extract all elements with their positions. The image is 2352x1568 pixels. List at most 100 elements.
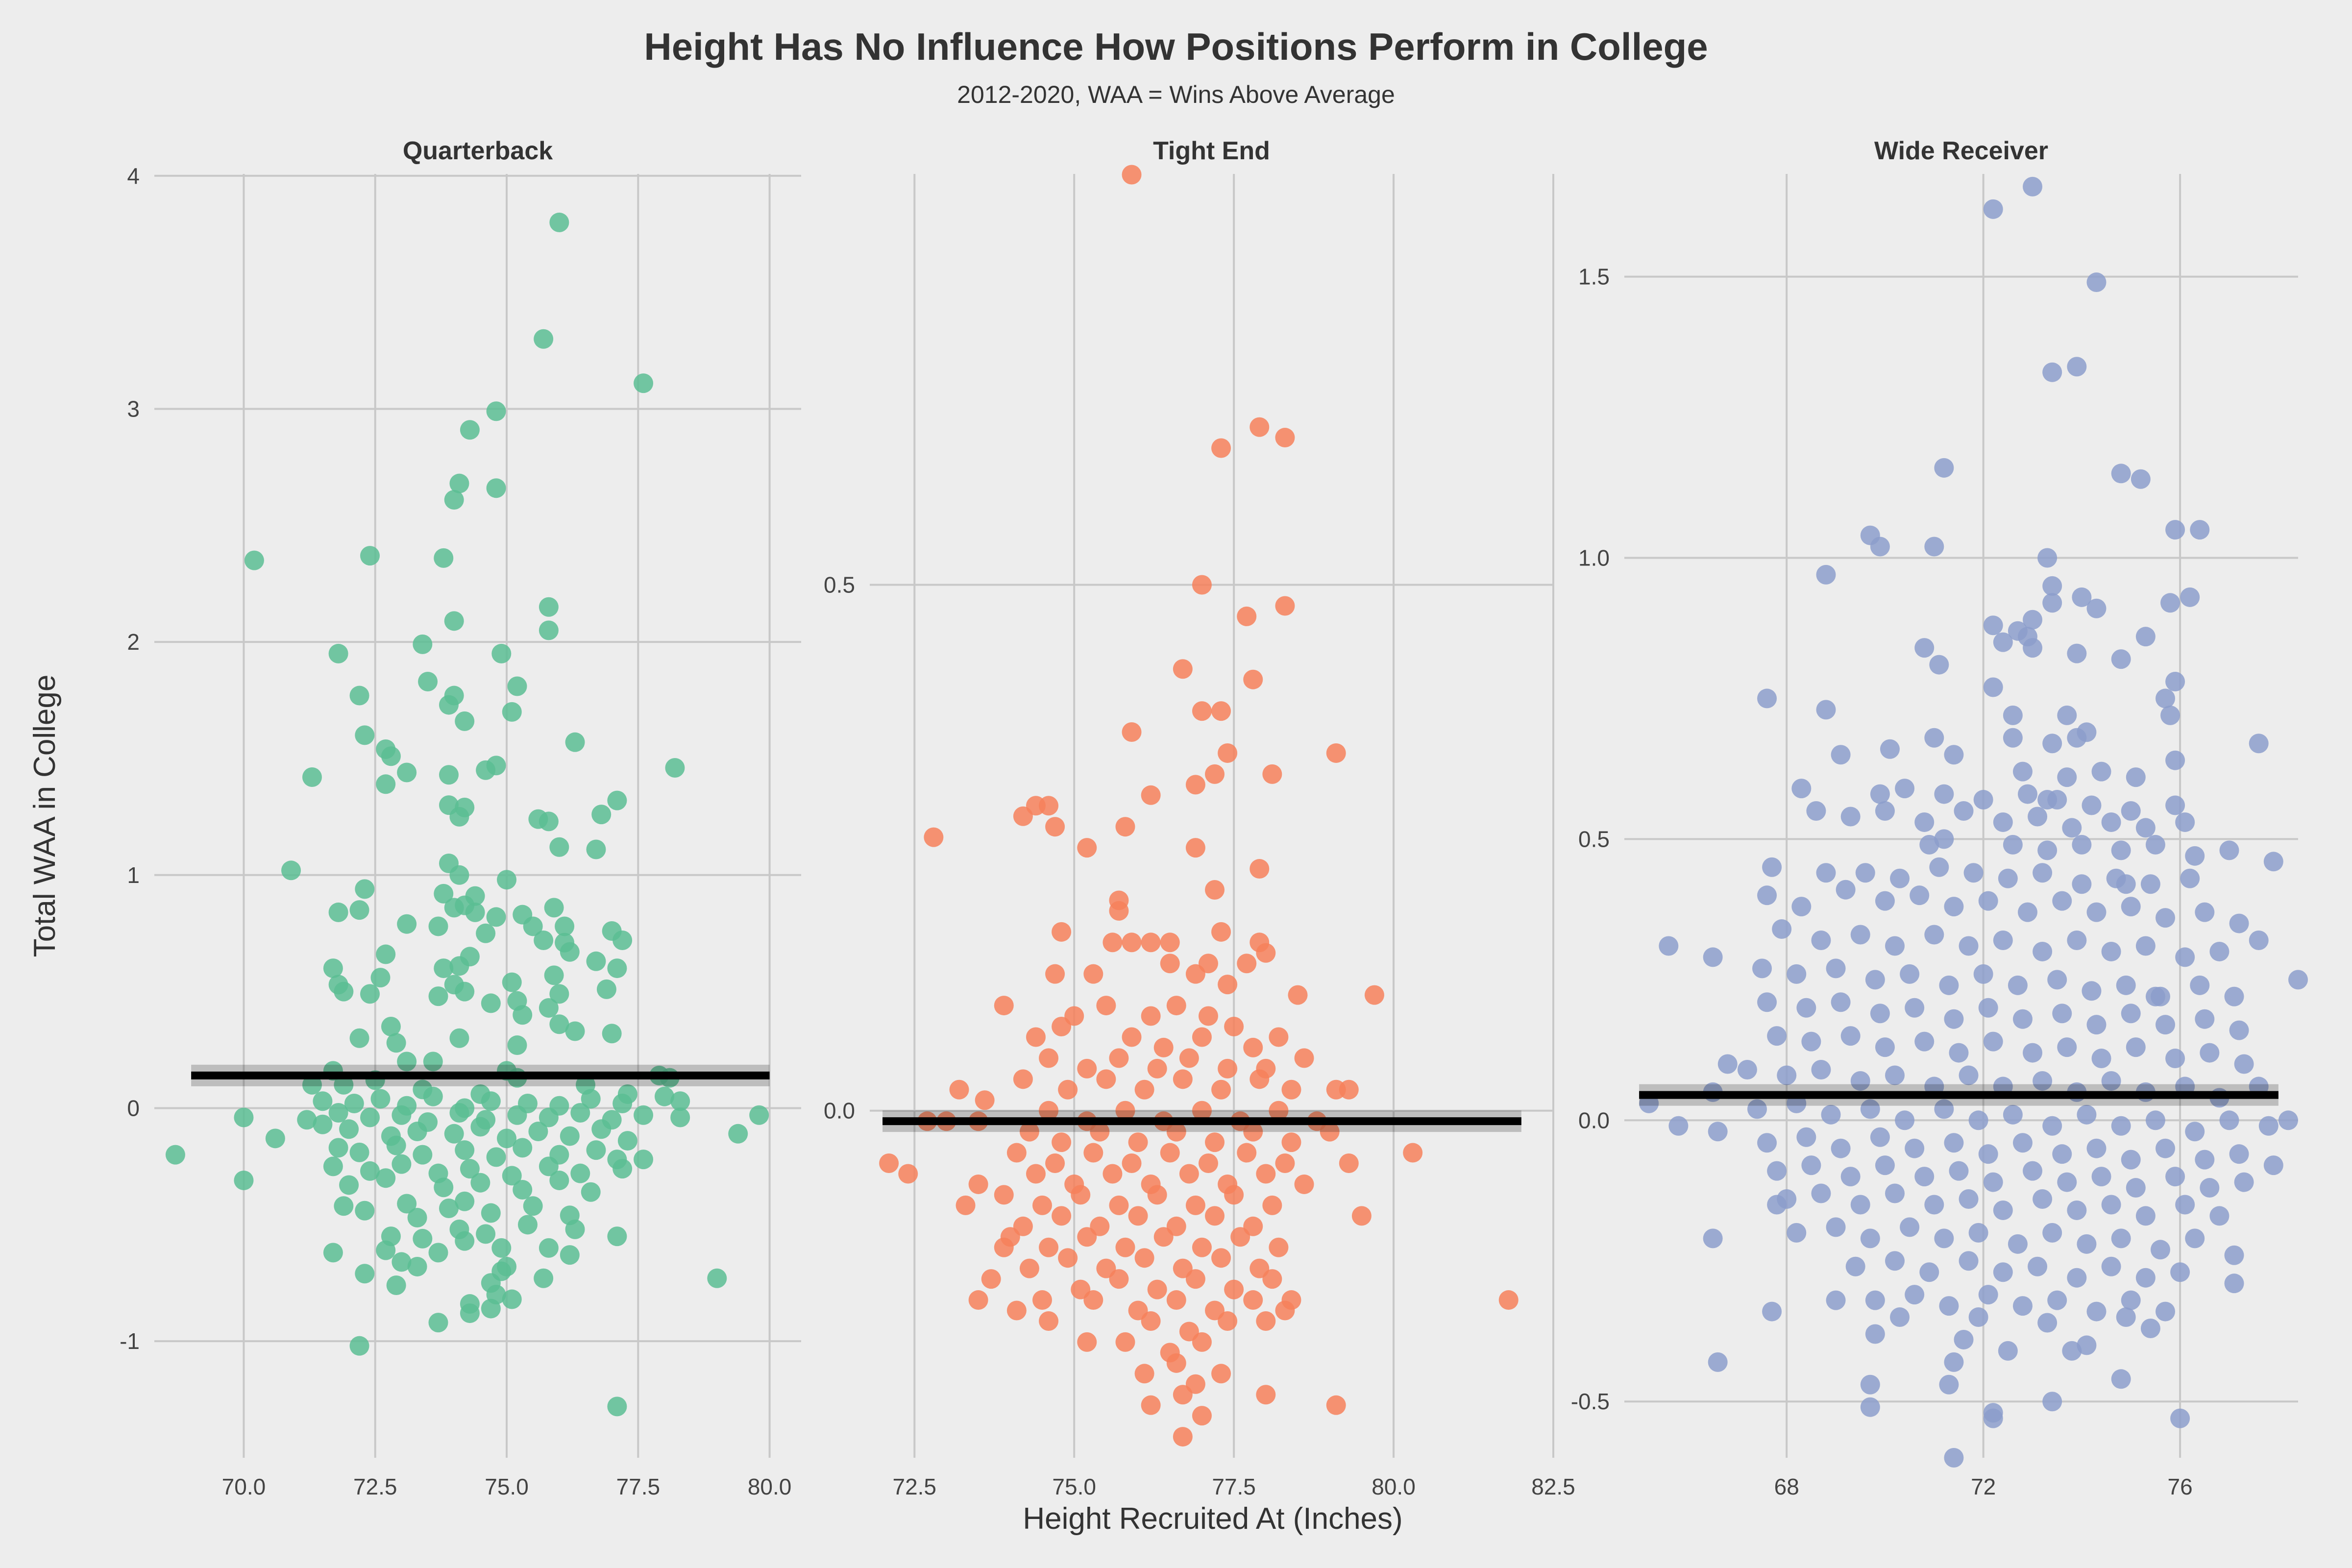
data-point [2101, 941, 2121, 961]
data-point [2234, 1054, 2254, 1074]
data-point [434, 548, 454, 568]
data-point [1096, 996, 1116, 1016]
data-point [1944, 1009, 1964, 1029]
data-point [1840, 1026, 1861, 1046]
data-point [323, 958, 343, 979]
data-point [1141, 1395, 1161, 1415]
data-point [1860, 1099, 1880, 1119]
data-point [1944, 1352, 1964, 1372]
data-point [1993, 931, 2013, 950]
data-point [481, 993, 501, 1013]
data-point [497, 870, 517, 890]
data-point [1153, 1227, 1174, 1247]
data-point [2012, 1133, 2033, 1153]
data-point [2072, 834, 2092, 855]
data-point [2067, 728, 2087, 748]
data-point [2195, 902, 2215, 922]
data-point [1122, 1153, 1142, 1174]
data-point [2052, 1004, 2072, 1024]
data-point [879, 1153, 899, 1174]
data-point [2156, 1301, 2176, 1322]
x-tick-label: 68 [1774, 1474, 1799, 1499]
data-point [1934, 458, 1954, 478]
data-point [1160, 954, 1180, 974]
data-point [1256, 943, 1276, 963]
data-point [1885, 1251, 1905, 1271]
data-point [1275, 1153, 1295, 1174]
data-point [1944, 897, 1964, 917]
data-point [344, 1093, 364, 1113]
data-point [1890, 1307, 1910, 1327]
data-point [355, 1200, 375, 1221]
data-point [1083, 1143, 1103, 1163]
data-point [1973, 964, 1993, 984]
data-point [1880, 739, 1900, 759]
data-point [1757, 992, 1777, 1012]
data-point [465, 902, 485, 922]
data-point [2101, 1195, 2121, 1215]
data-point [1192, 701, 1212, 721]
data-point [1796, 1127, 1816, 1147]
data-point [444, 490, 464, 510]
data-point [2077, 1234, 2097, 1254]
data-point [1826, 1217, 1846, 1237]
data-point [2062, 1341, 2082, 1361]
data-point [313, 1114, 333, 1134]
data-point [265, 1128, 285, 1149]
data-point [1166, 1290, 1186, 1310]
data-point [1250, 1069, 1270, 1089]
data-point [328, 975, 348, 995]
data-point [1096, 1069, 1116, 1089]
data-point [1205, 764, 1225, 784]
data-point [1801, 1155, 1821, 1176]
data-point [1134, 1079, 1154, 1100]
data-point [470, 1173, 490, 1193]
data-point [1900, 964, 1920, 984]
data-point [2116, 874, 2136, 894]
data-point [2234, 1172, 2254, 1192]
data-point [392, 1252, 412, 1272]
data-point [1855, 863, 1875, 883]
data-point [1211, 701, 1231, 721]
data-point [2121, 1290, 2141, 1310]
data-point [1963, 863, 1984, 883]
data-point [413, 1145, 433, 1165]
data-point [2165, 672, 2185, 691]
data-point [513, 1138, 533, 1158]
data-point [2126, 1178, 2146, 1198]
data-point [2028, 1256, 2048, 1276]
data-point [2156, 1015, 2176, 1035]
data-point [1910, 885, 1930, 906]
data-point [591, 1119, 612, 1139]
data-point [2086, 1301, 2107, 1322]
data-point [2135, 936, 2156, 956]
data-point [455, 981, 475, 1002]
data-point [1498, 1290, 1519, 1310]
panel-quarterback: Quarterback 70.0 72.5 75.0 77.5 80.0 -1 0 1 2 3 4 [120, 137, 801, 1499]
data-point [1821, 1104, 1841, 1125]
data-point [1924, 925, 1944, 945]
data-point [2042, 362, 2062, 382]
data-point [1077, 838, 1097, 858]
data-point [1045, 817, 1065, 837]
data-point [2101, 1256, 2121, 1276]
data-point [994, 1185, 1014, 1205]
data-point [634, 373, 654, 393]
data-point [376, 1240, 396, 1260]
data-point [2180, 868, 2200, 888]
data-point [1978, 1144, 1998, 1164]
data-point [2209, 1206, 2230, 1226]
data-point [1919, 1262, 1939, 1282]
data-point [360, 546, 380, 566]
data-point [2033, 1189, 2053, 1209]
data-point [370, 1089, 391, 1109]
data-point [968, 1290, 988, 1310]
data-point [1791, 779, 1812, 799]
data-point [1115, 817, 1135, 837]
data-point [1973, 790, 1993, 810]
data-point [2249, 931, 2269, 950]
data-point [560, 1245, 580, 1265]
data-point [1090, 1122, 1110, 1142]
data-point [1865, 1324, 1885, 1344]
data-point [1993, 632, 2013, 652]
